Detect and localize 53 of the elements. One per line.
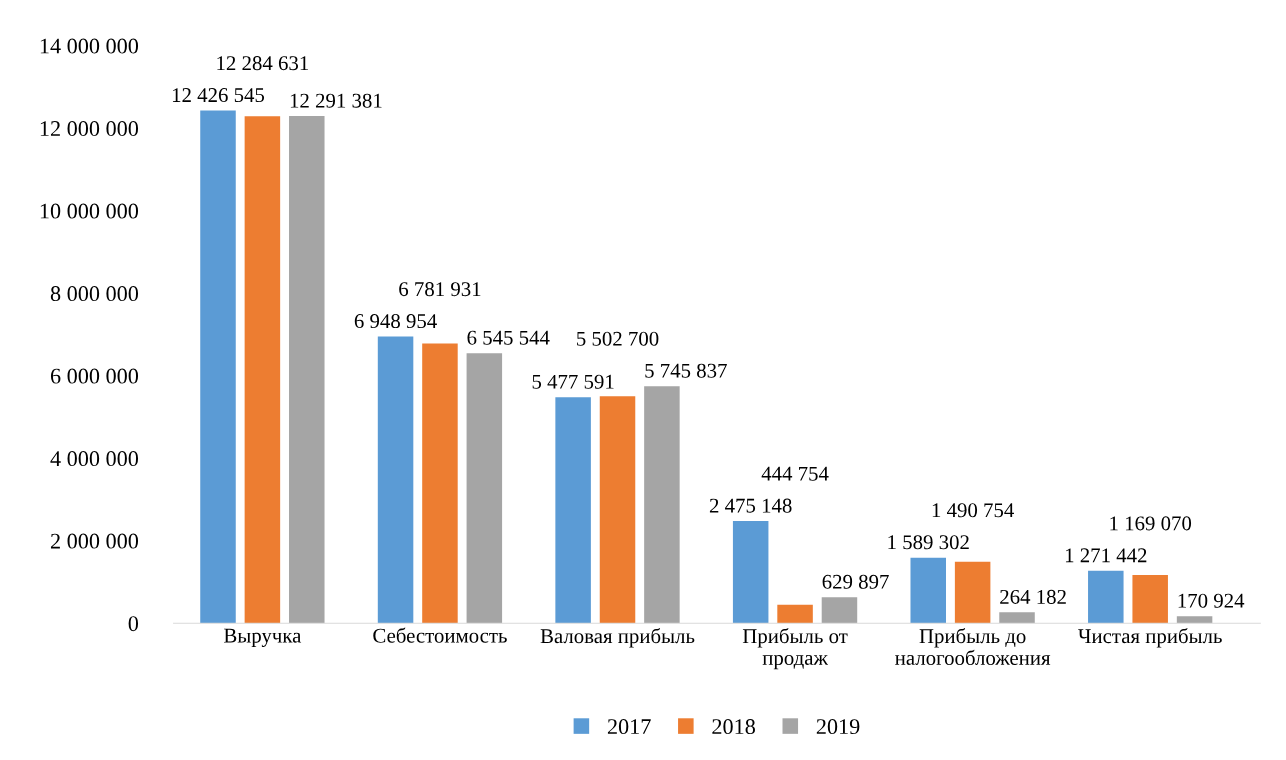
bar bbox=[200, 110, 236, 624]
text: 1 490 754 bbox=[932, 503, 1014, 518]
bar bbox=[599, 396, 636, 624]
bar bbox=[644, 386, 680, 624]
text: 6 545 544 bbox=[467, 330, 550, 345]
x-tick-label: Себестоимость bbox=[373, 627, 507, 643]
text: 5 477 591 bbox=[532, 374, 614, 389]
text: 12 291 381 bbox=[290, 93, 382, 108]
y-tick-label: 2 000 000 bbox=[50, 533, 139, 549]
text: 629 897 bbox=[822, 574, 889, 589]
x-tick-label: Чистая прибыль bbox=[1078, 628, 1222, 648]
bar bbox=[732, 521, 769, 624]
y-tick-label: 4 000 000 bbox=[50, 451, 139, 467]
bar bbox=[555, 397, 591, 624]
text: 2 475 148 bbox=[709, 498, 792, 513]
y-tick-label: 10 000 000 bbox=[40, 203, 139, 219]
bar bbox=[999, 612, 1035, 624]
y-tick-label: 14 000 000 bbox=[40, 38, 139, 54]
bar bbox=[377, 336, 414, 624]
x-tick-label: Валовая прибыль bbox=[540, 628, 695, 648]
x-tick-label: Выручка bbox=[224, 628, 302, 647]
text: 264 182 bbox=[1000, 589, 1066, 604]
text: 6 781 931 bbox=[399, 282, 481, 297]
y-tick-label: 6 000 000 bbox=[50, 368, 139, 384]
bar bbox=[466, 353, 503, 624]
text: 5 745 837 bbox=[645, 363, 727, 378]
legend-label: 2017 bbox=[607, 719, 651, 735]
text: 12 426 545 bbox=[172, 88, 265, 103]
bar bbox=[910, 557, 946, 624]
bar bbox=[1088, 570, 1124, 624]
text: 1 271 442 bbox=[1065, 548, 1147, 563]
text: 444 754 bbox=[761, 466, 829, 481]
bar bbox=[821, 597, 858, 624]
bar bbox=[422, 343, 458, 624]
bar bbox=[777, 604, 813, 624]
y-tick-label: 8 000 000 bbox=[50, 286, 139, 302]
y-tick-label: 12 000 000 bbox=[40, 121, 139, 137]
x-tick-label: Прибыль от продаж bbox=[742, 628, 848, 670]
y-tick-label: 0 bbox=[128, 616, 139, 632]
bar bbox=[244, 116, 281, 624]
bar bbox=[954, 561, 991, 624]
text: 6 948 954 bbox=[354, 314, 437, 329]
text: 170 924 bbox=[1178, 593, 1245, 608]
bar bbox=[1176, 616, 1213, 624]
bar bbox=[289, 116, 325, 624]
text: 1 589 302 bbox=[888, 535, 969, 550]
bar bbox=[1132, 574, 1168, 624]
x-tick-label: Прибыль до налогообложения bbox=[895, 628, 1051, 665]
legend-label: 2018 bbox=[712, 719, 755, 735]
text: 1 169 070 bbox=[1110, 516, 1192, 531]
legend-label: 2019 bbox=[816, 719, 860, 735]
text: 12 284 631 bbox=[217, 56, 309, 71]
text: 5 502 700 bbox=[577, 331, 659, 346]
